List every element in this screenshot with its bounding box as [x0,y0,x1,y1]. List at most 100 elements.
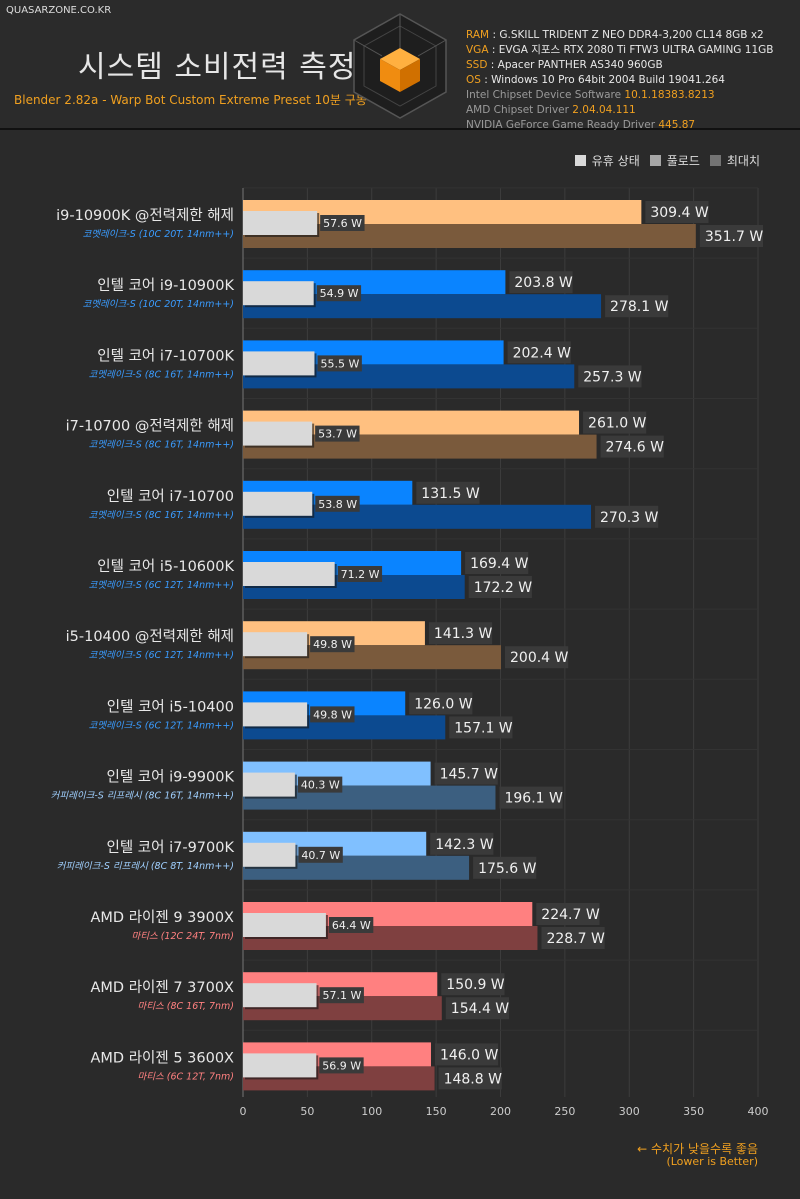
label-max-bg [541,927,605,949]
label-load: 224.7 W [541,907,600,923]
category-sublabel: 마티스 (8C 16T, 7nm) [138,1001,234,1012]
label-load-bg [465,552,529,574]
label-max-bg [505,646,569,669]
label-idle-bg [298,846,343,863]
legend: 유휴 상태 풀로드 최대치 [574,152,760,169]
system-specs: RAM : G.SKILL TRIDENT Z NEO DDR4-3,200 C… [466,28,773,133]
label-idle: 55.5 W [320,357,359,370]
bar-idle [243,281,314,306]
bar-idle [243,491,313,516]
label-max-bg [468,576,532,598]
label-load-bg [434,762,498,785]
label-load: 131.5 W [421,486,480,502]
legend-item-idle: 유휴 상태 [574,152,640,169]
label-max-bg [578,365,642,388]
driver-intel: Intel Chipset Device Software 10.1.18383… [466,89,715,101]
label-load-bg [409,692,473,715]
label-load: 309.4 W [650,205,709,221]
x-tick-label: 50 [300,1105,314,1118]
bar-idle [243,983,317,1008]
label-idle: 49.8 W [313,638,352,651]
category-label: AMD 라이젠 9 3900X [90,909,234,926]
legend-item-load: 풀로드 [649,152,700,169]
label-load-bg [441,973,505,996]
category-sublabel: 코멧레이크-S (8C 16T, 14nm++) [89,440,234,451]
label-idle-bg [317,355,362,372]
bar-idle [243,421,313,446]
bar-idle [243,702,308,727]
x-tick-label: 200 [490,1105,511,1118]
label-idle: 54.9 W [320,287,359,300]
category-sublabel: 코멧레이크-S (6C 12T, 14nm++) [89,580,234,591]
label-idle-bg [297,776,343,793]
label-load: 150.9 W [446,977,505,993]
category-label: 인텔 코어 i7-10700 [107,488,234,505]
label-max: 278.1 W [610,299,669,315]
label-idle-bg [315,425,360,442]
category-label: AMD 라이젠 7 3700X [90,979,234,996]
legend-swatch-load [649,155,661,166]
label-idle: 53.7 W [318,428,357,441]
label-load-bg [645,201,709,223]
label-load: 146.0 W [440,1047,499,1063]
category-sublabel: 마티스 (12C 24T, 7nm) [131,931,234,942]
label-load-bg [536,903,600,925]
bar-idle [243,842,296,867]
label-max: 196.1 W [504,791,563,807]
x-tick-label: 0 [240,1105,247,1118]
spec-os: OS : Windows 10 Pro 64bit 2004 Build 190… [466,74,725,86]
label-load: 169.4 W [470,556,529,572]
label-idle-bg [319,1057,364,1074]
label-load-bg [430,832,494,855]
label-load-bg [507,341,571,364]
label-idle: 71.2 W [341,568,380,581]
label-idle-bg [310,706,355,723]
legend-item-max: 최대치 [709,152,760,169]
label-load: 203.8 W [514,275,573,291]
label-max: 228.7 W [546,931,605,947]
label-idle-bg [316,285,362,302]
category-sublabel: 코멧레이크-S (8C 16T, 14nm++) [89,510,234,521]
lower-better-note: ← 수치가 낮을수록 좋음 [637,1142,758,1156]
label-idle-bg [337,566,383,582]
spec-ssd: SSD : Apacer PANTHER AS340 960GB [466,59,663,71]
label-max: 148.8 W [444,1071,503,1087]
chart-title: 시스템 소비전력 측정 [78,50,357,85]
label-max: 270.3 W [600,510,659,526]
quasarzone-cube-logo-icon [353,13,447,119]
category-label: i9-10900K @전력제한 해제 [56,207,234,224]
category-sublabel: 코멧레이크-S (6C 12T, 14nm++) [89,650,234,661]
label-idle-bg [319,987,364,1004]
label-max: 257.3 W [583,369,642,385]
chart-subtitle: Blender 2.82a - Warp Bot Custom Extreme … [14,93,367,107]
label-idle-bg [310,636,355,653]
x-tick-label: 100 [361,1105,382,1118]
label-load-bg [583,411,647,434]
category-label: AMD 라이젠 5 3600X [90,1049,234,1066]
spec-ram: RAM : G.SKILL TRIDENT Z NEO DDR4-3,200 C… [466,29,764,41]
bar-idle [243,913,326,937]
category-label: 인텔 코어 i7-10700K [97,347,234,364]
category-label: 인텔 코어 i9-9900K [107,769,235,786]
label-max: 200.4 W [510,650,569,666]
category-sublabel: 코멧레이크-S (8C 16T, 14nm++) [89,369,234,380]
bar-idle [243,211,318,235]
bar-idle [243,562,335,586]
label-idle-bg [328,917,374,933]
label-idle-bg [315,495,360,512]
category-sublabel: 코멧레이크-S (6C 12T, 14nm++) [89,720,234,731]
label-load: 141.3 W [434,626,493,642]
label-load-bg [428,622,493,645]
label-max-bg [473,856,537,879]
site-name: QUASARZONE.CO.KR [6,5,112,16]
bar-idle [243,772,295,797]
category-sublabel: 마티스 (6C 12T, 7nm) [138,1071,234,1082]
chart-header: QUASARZONE.CO.KR 시스템 소비전력 측정 Blender 2.8… [0,0,800,133]
label-max: 172.2 W [474,580,533,596]
label-load: 145.7 W [440,767,499,783]
label-idle: 40.7 W [301,849,340,862]
label-load-bg [509,271,573,294]
label-max: 157.1 W [454,720,513,736]
label-idle: 53.8 W [318,498,357,511]
